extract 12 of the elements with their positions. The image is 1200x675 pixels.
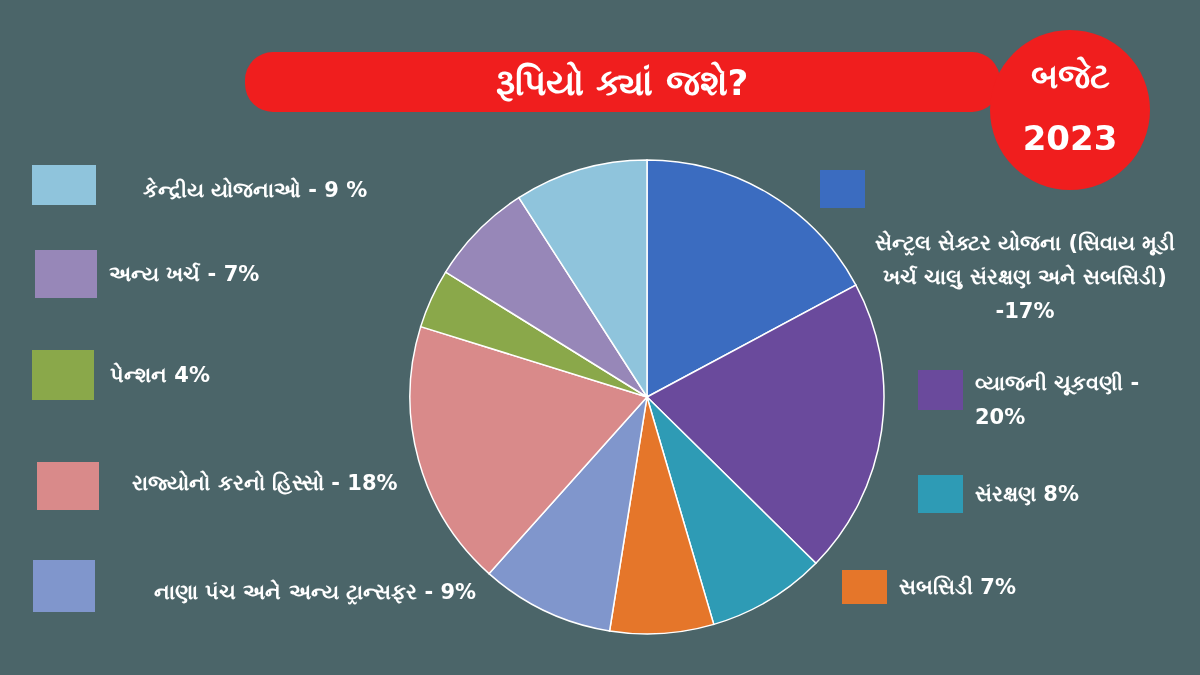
legend-label: અન્ય ખર્ચ - 7% [109,261,261,288]
title: રૂપિયો ક્યાં જશે? [245,52,1000,112]
text: બજેટ 2023 [1021,55,1119,160]
slice-label: નાણા પંચ અને અન્ય ટ્રાન્સફર - 9% [152,578,478,607]
legend-label: રાજ્યોનો કરનો હિસ્સો - 18% [131,469,399,497]
legend-label: વ્યાજની ચૂકવણી - 20% [975,370,1141,431]
legend-label: પેન્શન 4% [110,361,211,389]
legend-label: સબસિડી 7% [899,574,1017,601]
chart-title: રૂપિયો ક્યાં જશે? [495,61,749,103]
legend-label: કેન્દ્રીય યોજનાઓ - 9 % [141,176,369,204]
slice-label: સેન્ટ્રલ સેક્ટર યોજના (સિવાય મૂડી ખર્ચ ચાલુ સંરક્ષણ અને સબસિડી) -17% [873,229,1177,325]
legend-label: સંરક્ષણ 8% [975,481,1080,508]
